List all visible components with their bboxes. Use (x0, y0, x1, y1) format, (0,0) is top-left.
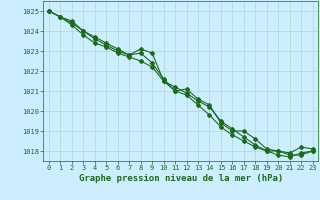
X-axis label: Graphe pression niveau de la mer (hPa): Graphe pression niveau de la mer (hPa) (79, 174, 283, 183)
